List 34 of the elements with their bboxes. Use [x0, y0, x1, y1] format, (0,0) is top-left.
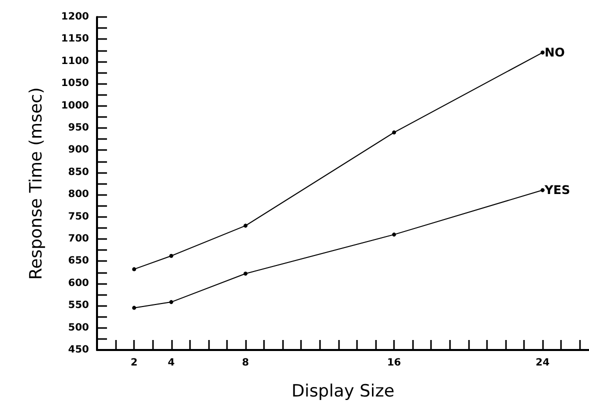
point: [540, 50, 545, 55]
y-tick-label: 1200: [61, 12, 90, 22]
point: [244, 224, 248, 228]
y-tick-label: 500: [68, 322, 90, 334]
y-axis-title: Response Time (msec): [26, 87, 46, 280]
series-label: NO: [544, 46, 565, 60]
y-tick-label: 900: [68, 144, 90, 156]
series-label: YES: [544, 183, 570, 198]
point: [132, 306, 136, 310]
y-tick-label: 950: [68, 122, 90, 134]
x-tick-label: 24: [536, 358, 550, 368]
y-tick-label: 750: [68, 211, 90, 222]
point: [169, 300, 174, 304]
x-axis-title: Display Size: [292, 382, 394, 402]
x-tick-label: 16: [387, 358, 402, 368]
x-tick-label: 4: [168, 358, 175, 368]
x-tick-label: 8: [242, 358, 250, 368]
y-tick-label: 450: [68, 344, 90, 356]
x-tick-label: 2: [130, 358, 138, 368]
y-tick-label: 800: [68, 189, 90, 200]
y-tick-label: 650: [68, 256, 90, 267]
y-tick-label: 700: [68, 234, 90, 244]
point: [244, 272, 248, 276]
point: [132, 267, 136, 272]
y-tick-label: 1050: [61, 78, 90, 90]
y-tick-label: 1150: [61, 34, 90, 45]
y-tick-label: 600: [68, 278, 90, 289]
point: [392, 130, 396, 134]
y-tick-label: 850: [68, 166, 90, 178]
y-tick-label: 1100: [61, 56, 90, 67]
point: [392, 232, 396, 237]
y-tick-label: 1000: [61, 100, 90, 112]
y-tick-label: 550: [68, 300, 90, 312]
point: [169, 254, 174, 258]
